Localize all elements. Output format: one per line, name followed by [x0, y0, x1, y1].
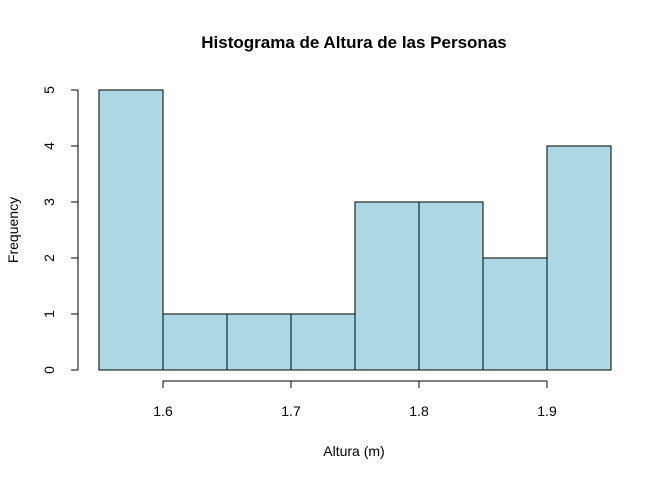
y-tick-label: 0: [41, 366, 57, 374]
y-tick-label: 4: [41, 142, 57, 150]
histogram-bar: [162, 313, 228, 371]
bars-group: [98, 89, 612, 371]
y-tick-label: 3: [41, 198, 57, 206]
chart-title: Histograma de Altura de las Personas: [201, 33, 506, 52]
histogram-bar: [98, 89, 164, 371]
histogram-bar: [290, 313, 356, 371]
x-tick-label: 1.8: [409, 403, 429, 419]
y-tick-label: 1: [41, 310, 57, 318]
x-tick-label: 1.6: [153, 403, 173, 419]
y-axis-label: Frequency: [5, 197, 21, 263]
x-tick-label: 1.7: [281, 403, 301, 419]
x-tick-label: 1.9: [537, 403, 557, 419]
y-tick-label: 5: [41, 86, 57, 94]
x-axis-label: Altura (m): [323, 443, 384, 459]
histogram-bar: [418, 201, 484, 371]
histogram-bar: [354, 201, 420, 371]
y-axis: 0 1 2 3 4 5: [41, 86, 79, 374]
y-tick-label: 2: [41, 254, 57, 262]
histogram-bar: [546, 145, 612, 371]
histogram-bar: [482, 257, 548, 371]
x-axis: 1.6 1.7 1.8 1.9: [153, 380, 557, 419]
histogram-bar: [226, 313, 292, 371]
